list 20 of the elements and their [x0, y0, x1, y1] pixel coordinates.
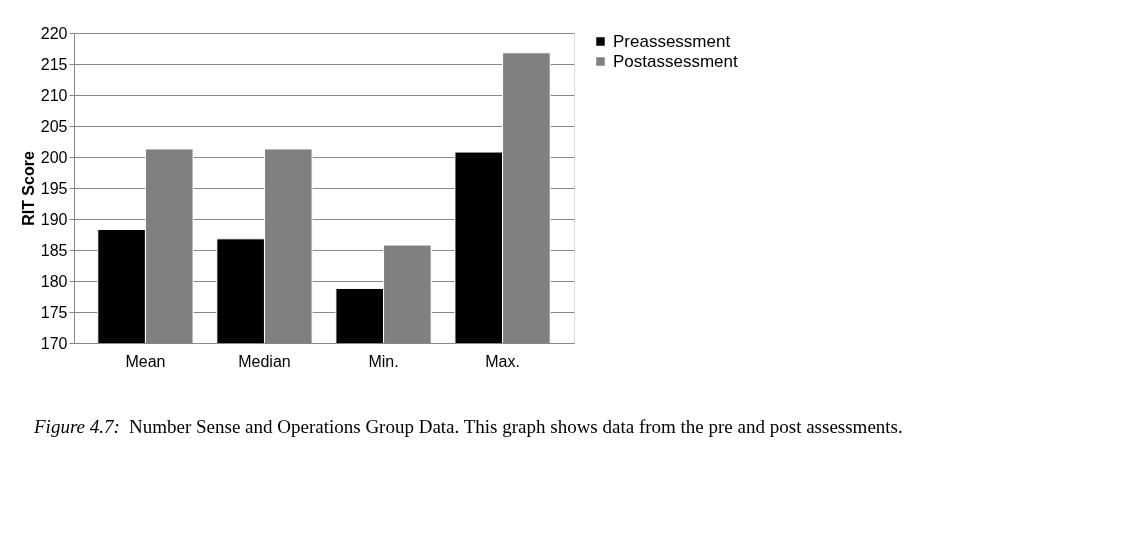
y-tick-label: 210: [40, 86, 68, 104]
text: Number Sense and Operations Group Data. This graph shows data from the pre and post assessments.: [129, 416, 903, 437]
caption: Figure 4.7:: [33, 416, 120, 437]
x-tick-label: Min.: [368, 352, 399, 370]
y-tick-label: 220: [40, 24, 68, 42]
y-tick-label: 180: [40, 272, 68, 290]
x-tick-label: Median: [238, 352, 291, 370]
legend-label: Postassessment: [613, 51, 738, 71]
y-axis-title: RIT Score: [19, 151, 37, 226]
y-tick-label: 170: [40, 334, 68, 352]
y-tick-label: 190: [40, 210, 68, 228]
y-tick-label: 175: [40, 303, 68, 321]
legend-label: Preassessment: [613, 31, 731, 51]
x-tick-label: Max.: [485, 352, 520, 370]
x-tick-label: Mean: [125, 352, 166, 370]
y-tick-label: 215: [40, 55, 68, 73]
y-tick-label: 200: [40, 148, 68, 166]
y-tick-label: 195: [40, 179, 68, 197]
y-tick-label: 205: [40, 117, 68, 135]
y-tick-label: 185: [40, 241, 68, 259]
